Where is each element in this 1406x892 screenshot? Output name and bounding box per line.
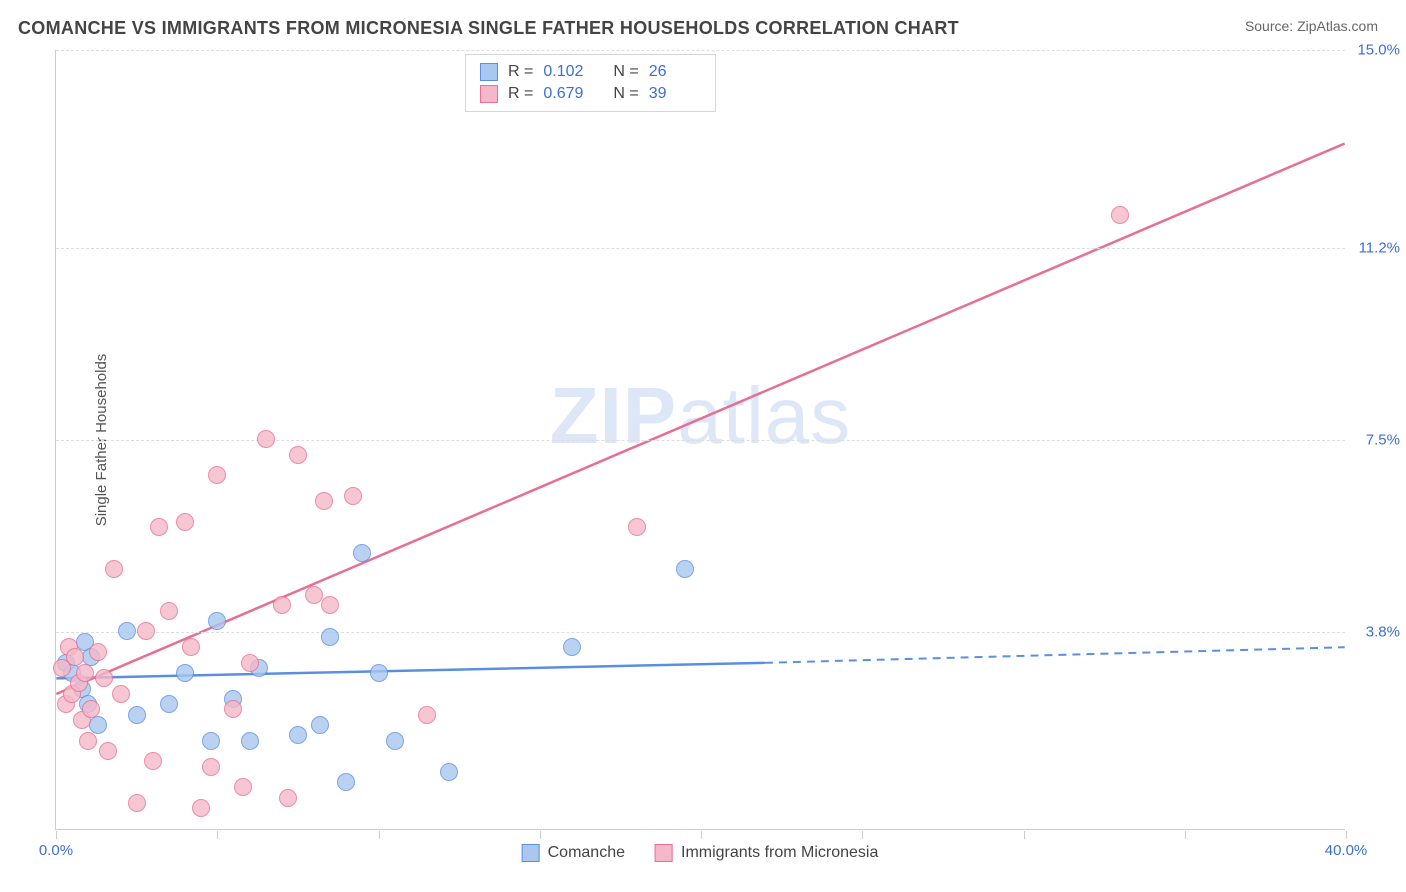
legend-swatch [480,85,498,103]
data-point [176,664,194,682]
legend-label: Comanche [548,844,625,862]
data-point [370,664,388,682]
y-tick-label: 7.5% [1366,432,1400,449]
data-point [82,700,100,718]
data-point [257,430,275,448]
data-point [208,612,226,630]
data-point [337,773,355,791]
grid-line [56,440,1345,441]
data-point [241,654,259,672]
data-point [344,487,362,505]
y-tick-label: 11.2% [1359,239,1400,256]
data-point [305,586,323,604]
y-tick-label: 3.8% [1366,624,1400,641]
data-point [321,628,339,646]
stats-row: R =0.102N =26 [480,61,701,83]
data-point [137,622,155,640]
source-attribution: Source: ZipAtlas.com [1245,18,1378,34]
data-point [99,742,117,760]
series-legend: Comanche Immigrants from Micronesia [522,844,879,862]
x-tick [862,831,863,839]
chart-container: Single Father Households ZIPatlas 3.8%7.… [55,50,1345,830]
grid-line [56,248,1345,249]
x-tick [1346,831,1347,839]
data-point [628,518,646,536]
data-point [353,544,371,562]
data-point [315,492,333,510]
chart-title: COMANCHE VS IMMIGRANTS FROM MICRONESIA S… [18,18,959,39]
data-point [1111,206,1129,224]
x-tick [379,831,380,839]
data-point [79,732,97,750]
data-point [676,560,694,578]
data-point [160,602,178,620]
data-point [150,518,168,536]
x-tick [540,831,541,839]
data-point [202,758,220,776]
x-tick-label: 40.0% [1325,842,1368,859]
data-point [289,726,307,744]
x-tick-label: 0.0% [39,842,73,859]
data-point [176,513,194,531]
data-point [160,695,178,713]
data-point [89,643,107,661]
data-point [440,763,458,781]
legend-swatch [480,63,498,81]
legend-swatch [522,844,540,862]
data-point [224,700,242,718]
data-point [289,446,307,464]
data-point [386,732,404,750]
data-point [192,799,210,817]
data-point [208,466,226,484]
data-point [311,716,329,734]
data-point [112,685,130,703]
data-point [279,789,297,807]
x-tick [701,831,702,839]
x-tick [1185,831,1186,839]
data-point [118,622,136,640]
data-point [563,638,581,656]
watermark: ZIPatlas [550,370,851,462]
data-point [234,778,252,796]
data-point [182,638,200,656]
stats-row: R =0.679N =39 [480,83,701,105]
stats-legend-box: R =0.102N =26R =0.679N =39 [465,54,716,112]
data-point [144,752,162,770]
data-point [202,732,220,750]
data-point [418,706,436,724]
data-point [105,560,123,578]
y-tick-label: 15.0% [1357,42,1400,59]
legend-item: Comanche [522,844,625,862]
data-point [128,794,146,812]
plot-area: ZIPatlas 3.8%7.5%11.2%15.0%0.0%40.0% [55,50,1345,830]
data-point [95,669,113,687]
legend-swatch [655,844,673,862]
grid-line [56,50,1345,51]
data-point [128,706,146,724]
data-point [321,596,339,614]
x-tick [56,831,57,839]
data-point [241,732,259,750]
grid-line [56,632,1345,633]
x-tick [1024,831,1025,839]
x-tick [217,831,218,839]
data-point [76,664,94,682]
legend-label: Immigrants from Micronesia [681,844,878,862]
data-point [273,596,291,614]
legend-item: Immigrants from Micronesia [655,844,878,862]
